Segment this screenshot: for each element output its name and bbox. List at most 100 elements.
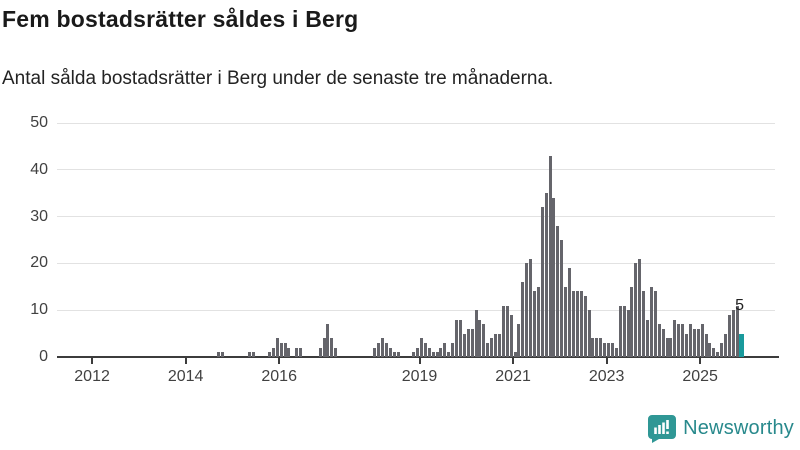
bar [599, 338, 603, 357]
y-axis-label: 20 [30, 254, 48, 272]
bar [681, 324, 685, 357]
bar [416, 347, 420, 357]
bar [427, 347, 431, 357]
bar [505, 305, 509, 357]
bar [661, 328, 665, 357]
x-axis-label: 2019 [401, 368, 438, 385]
bar [626, 310, 630, 357]
bar [571, 291, 575, 357]
bar [423, 342, 427, 357]
logo-bubble-shape [648, 415, 677, 443]
bar [591, 338, 595, 357]
x-axis-label: 2023 [588, 368, 625, 385]
newsworthy-logo-icon [648, 414, 677, 443]
bar [299, 347, 303, 357]
bar [513, 352, 517, 357]
gridline [57, 216, 775, 218]
bar [595, 338, 599, 357]
bar [283, 342, 287, 357]
newsworthy-logo[interactable]: Newsworthy [648, 414, 794, 443]
chart-subtitle: Antal sålda bostadsrätter i Berg under d… [2, 68, 554, 89]
bar-value-label: 5 [735, 296, 744, 314]
bar [712, 347, 716, 357]
bar [579, 291, 583, 357]
bar [252, 352, 256, 357]
bar [248, 352, 252, 357]
bar [669, 338, 673, 357]
bar [318, 347, 322, 357]
bar [330, 338, 334, 357]
bar [649, 286, 653, 357]
bar [439, 347, 443, 357]
bar [470, 328, 474, 357]
bar [419, 338, 423, 357]
bar [556, 225, 560, 357]
bar [564, 286, 568, 357]
bar [653, 291, 657, 357]
x-axis-label: 2016 [261, 368, 297, 385]
bar [727, 314, 731, 357]
bar [462, 333, 466, 357]
bar [287, 347, 291, 357]
bar [548, 155, 552, 357]
bar [509, 314, 513, 357]
bar [326, 324, 330, 357]
bar [575, 291, 579, 357]
bar [451, 342, 455, 357]
bar [634, 263, 638, 357]
bar [657, 324, 661, 357]
bar [458, 319, 462, 357]
bar [607, 342, 611, 357]
bar [720, 342, 724, 357]
bar [521, 282, 525, 357]
bar [501, 305, 505, 357]
x-axis-tick [512, 358, 515, 364]
bar [525, 263, 529, 357]
bar [533, 291, 536, 357]
bar [455, 319, 459, 357]
bar [685, 333, 689, 357]
bar [638, 258, 642, 357]
y-axis-label: 30 [30, 207, 48, 225]
bar [622, 305, 626, 357]
bar [295, 347, 299, 357]
bar [322, 338, 326, 357]
bar [217, 352, 221, 357]
bar [474, 310, 478, 357]
bar [267, 352, 271, 357]
x-axis-label: 2021 [495, 368, 531, 385]
gridline [57, 122, 775, 124]
bar [642, 291, 646, 357]
bar [221, 352, 225, 357]
bar [610, 342, 614, 357]
bar [688, 324, 692, 357]
gridline [57, 262, 775, 264]
bar [552, 197, 556, 357]
bar [275, 338, 279, 357]
bar [630, 286, 634, 357]
x-axis-tick [699, 358, 702, 364]
bar [716, 352, 720, 357]
bar [646, 319, 650, 357]
bar [478, 319, 482, 357]
bar [677, 324, 681, 357]
bar [431, 352, 435, 357]
y-axis-label: 10 [30, 301, 48, 319]
x-axis-tick [278, 358, 281, 364]
x-axis-label: 2014 [167, 368, 204, 385]
newsworthy-logo-text: Newsworthy [683, 417, 794, 439]
y-axis-label: 40 [30, 160, 48, 178]
bar [334, 347, 338, 357]
bar [696, 328, 700, 357]
bar [412, 352, 416, 357]
x-axis-label: 2012 [74, 368, 110, 385]
chart-title: Fem bostadsrätter såldes i Berg [2, 6, 359, 32]
bar [618, 305, 622, 357]
gridline [57, 169, 775, 171]
bar [271, 347, 275, 357]
bar [392, 352, 396, 357]
bar [380, 338, 384, 357]
bar [673, 319, 677, 357]
bar [540, 207, 544, 357]
